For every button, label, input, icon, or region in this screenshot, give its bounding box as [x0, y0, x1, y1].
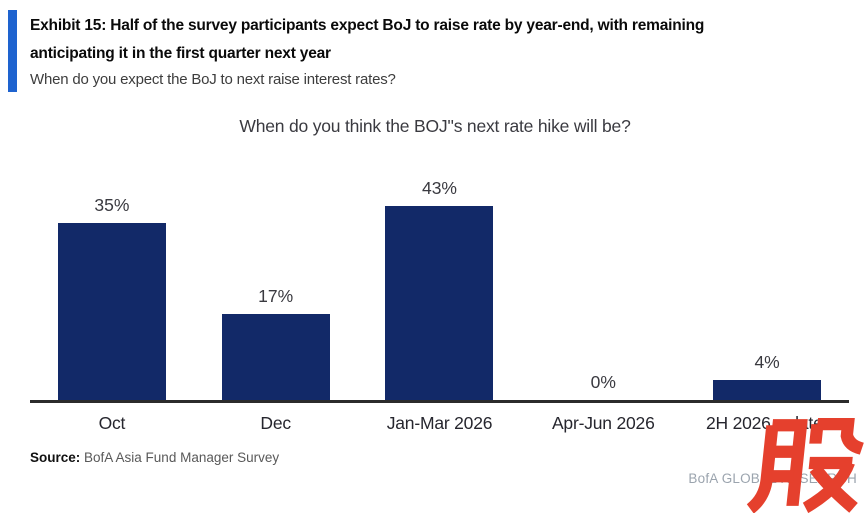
bar-value-label: 35%	[94, 195, 130, 215]
header: Exhibit 15: Half of the survey participa…	[30, 12, 840, 92]
bar	[57, 223, 166, 400]
source-line: Source: BofA Asia Fund Manager Survey	[30, 450, 279, 465]
x-axis-label: Jan-Mar 2026	[386, 413, 493, 433]
bar	[385, 206, 494, 400]
bar-value-label: 43%	[421, 178, 457, 198]
x-axis-label: Dec	[260, 413, 291, 433]
exhibit-title-line1: Exhibit 15: Half of the survey participa…	[30, 17, 705, 34]
bar-value-label: 0%	[590, 372, 616, 392]
bar	[713, 380, 822, 400]
exhibit-subtitle: When do you expect the BoJ to next raise…	[30, 71, 396, 88]
bar-column: 35%	[30, 178, 194, 400]
chart-title: When do you think the BOJ''s next rate h…	[239, 116, 631, 136]
source-text: BofA Asia Fund Manager Survey	[80, 450, 280, 465]
source-label: Source:	[30, 450, 81, 465]
header-accent-bar	[8, 10, 17, 92]
bar-column: 17%	[194, 178, 358, 400]
x-axis-label: Apr-Jun 2026	[551, 413, 655, 433]
exhibit-title: Exhibit 15: Half of the survey participa…	[30, 12, 840, 68]
x-axis-label: Oct	[98, 413, 126, 433]
bar-value-label: 17%	[258, 286, 294, 306]
bar-column: 0%	[521, 178, 685, 400]
bar-column: 4%	[685, 178, 849, 400]
bar-value-label: 4%	[754, 352, 780, 372]
x-axis-labels: Oct Dec Jan-Mar 2026 Apr-Jun 2026 2H 2026 or…	[30, 413, 849, 434]
bar	[221, 314, 330, 400]
exhibit-title-line2: anticipating it in the first quarter nex…	[30, 45, 331, 62]
bar-chart-plot-area: 35% 17% 43% 0% 4%	[30, 178, 849, 403]
watermark-stock-character-icon	[746, 418, 864, 513]
bar-column: 43%	[358, 178, 522, 400]
